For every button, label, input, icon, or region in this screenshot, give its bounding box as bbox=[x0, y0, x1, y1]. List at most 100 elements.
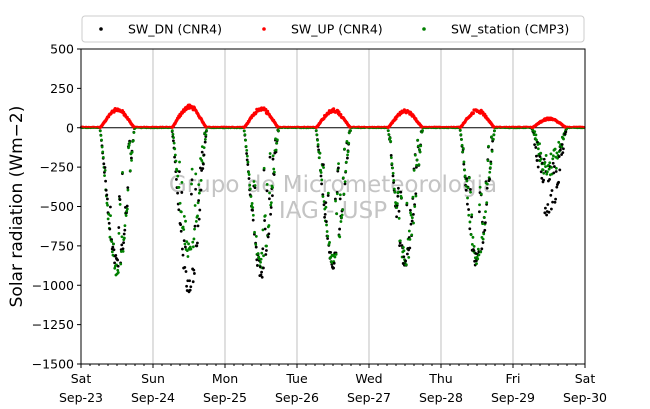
sw-dn-point bbox=[179, 223, 183, 226]
sw-dn-point bbox=[112, 248, 116, 252]
sw-dn-point bbox=[467, 208, 470, 211]
sw-station-point bbox=[544, 154, 548, 157]
sw-dn-point bbox=[338, 197, 342, 201]
sw-dn-point bbox=[191, 280, 195, 284]
sw-dn-point bbox=[481, 241, 485, 244]
sw-dn-point bbox=[183, 265, 187, 269]
sw-station-point bbox=[548, 161, 552, 165]
sw-station-point bbox=[120, 235, 124, 239]
sw-dn-point bbox=[196, 224, 200, 228]
sw-station-point bbox=[478, 203, 481, 207]
sw-dn-point bbox=[272, 173, 276, 176]
sw-dn-point bbox=[551, 161, 555, 165]
sw-station-point bbox=[485, 182, 489, 186]
sw-dn-point bbox=[320, 182, 323, 186]
sw-dn-point bbox=[488, 177, 491, 181]
sw-station-point bbox=[262, 166, 266, 170]
sw-station-point bbox=[411, 195, 415, 199]
sw-station-point bbox=[254, 243, 258, 246]
sw-station-point bbox=[319, 171, 323, 174]
sw-dn-point bbox=[554, 170, 558, 173]
sw-station-point bbox=[196, 214, 199, 218]
sw-station-point bbox=[334, 253, 338, 256]
sw-dn-point bbox=[173, 155, 177, 159]
sw-station-point bbox=[123, 224, 127, 228]
grid bbox=[152, 49, 514, 364]
sw-station-point bbox=[109, 214, 112, 218]
sw-station-point bbox=[467, 176, 471, 180]
sw-station-point bbox=[175, 169, 179, 173]
sw-dn-point bbox=[122, 241, 125, 245]
sw-dn-point bbox=[478, 210, 481, 214]
sw-station-point bbox=[486, 159, 490, 163]
sw-station-point bbox=[479, 192, 483, 196]
sw-dn-point bbox=[396, 194, 400, 198]
y-axis-label: Solar radiation (Wm−2) bbox=[7, 106, 27, 308]
sw-dn-point bbox=[201, 167, 205, 170]
sw-station-point bbox=[193, 227, 196, 231]
sw-dn-point bbox=[122, 232, 126, 236]
sw-station-point bbox=[491, 137, 495, 141]
sw-station-point bbox=[539, 151, 543, 155]
sw-station-point bbox=[194, 172, 198, 176]
sw-dn-point bbox=[193, 272, 196, 275]
sw-station-point bbox=[245, 154, 249, 158]
sw-dn-point bbox=[194, 187, 198, 191]
sw-dn-point bbox=[559, 148, 562, 152]
sw-station-point bbox=[463, 174, 467, 178]
sw-station-point bbox=[397, 216, 401, 220]
sw-dn-point bbox=[175, 177, 178, 181]
sw-station-point bbox=[541, 168, 545, 172]
sw-dn-point bbox=[188, 279, 192, 283]
sw-station-point bbox=[466, 196, 469, 200]
sw-station-point bbox=[325, 230, 329, 233]
sw-dn-point bbox=[178, 170, 181, 174]
sw-station-point bbox=[267, 224, 271, 227]
sw-dn-point bbox=[484, 221, 487, 225]
sw-station-point bbox=[269, 203, 273, 207]
x-tick-label-date: Sep-28 bbox=[419, 390, 463, 405]
sw-station-point bbox=[339, 220, 343, 223]
sw-dn-point bbox=[319, 174, 323, 178]
sw-station-point bbox=[460, 138, 463, 141]
sw-station-point bbox=[562, 137, 565, 141]
legend-marker bbox=[262, 27, 266, 31]
sw-station-point bbox=[542, 171, 546, 175]
sw-dn-point bbox=[322, 163, 325, 167]
x-tick-label-dow: Wed bbox=[355, 371, 382, 386]
sw-station-point bbox=[118, 202, 122, 206]
sw-station-point bbox=[192, 237, 196, 241]
sw-station-point bbox=[413, 205, 417, 208]
sw-station-point bbox=[112, 242, 115, 246]
sw-station-point bbox=[417, 163, 421, 167]
sw-dn-point bbox=[259, 273, 263, 277]
x-tick-label-date: Sep-25 bbox=[203, 390, 247, 405]
sw-dn-point bbox=[397, 186, 400, 190]
sw-station-point bbox=[479, 250, 483, 254]
sw-station-point bbox=[265, 244, 268, 248]
sw-station-point bbox=[468, 220, 472, 224]
watermark-line-1: Grupo de Micrometeorologia bbox=[169, 172, 497, 198]
sw-dn-point bbox=[189, 285, 193, 289]
sw-station-point bbox=[110, 240, 114, 243]
sw-station-point bbox=[341, 208, 345, 212]
sw-station-point bbox=[191, 240, 195, 244]
sw-dn-point bbox=[271, 157, 275, 161]
legend-box bbox=[81, 15, 585, 43]
sw-station-point bbox=[317, 156, 321, 160]
sw-station-point bbox=[407, 255, 411, 259]
sw-station-point bbox=[116, 271, 120, 274]
sw-station-point bbox=[183, 242, 187, 246]
legend: SW_DN (CNR4) SW_UP (CNR4) SW_station (CMP3… bbox=[81, 15, 585, 43]
sw-station-point bbox=[488, 166, 492, 170]
sw-station-point bbox=[471, 235, 475, 239]
sw-station-point bbox=[271, 154, 275, 158]
sw-dn-point bbox=[188, 288, 192, 292]
sw-station-point bbox=[106, 217, 110, 221]
sw-dn-point bbox=[126, 186, 130, 190]
sw-dn-point bbox=[392, 181, 395, 184]
y-tick-label: 500 bbox=[50, 42, 74, 57]
sw-dn-point bbox=[466, 202, 469, 206]
sw-dn-point bbox=[180, 191, 184, 194]
sw-dn-point bbox=[560, 143, 564, 146]
